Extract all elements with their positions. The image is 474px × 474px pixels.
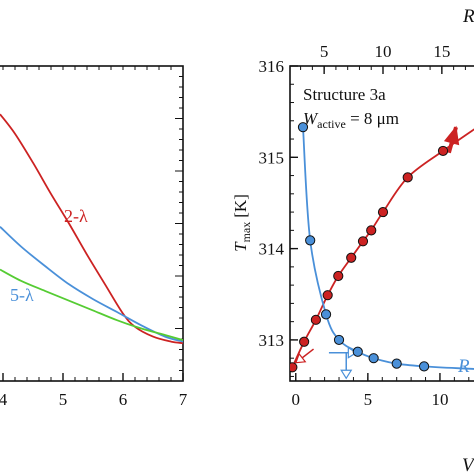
red-data-point — [377, 206, 389, 218]
blue-data-point — [305, 235, 316, 246]
width-annotation: Wactive = 8 μm — [303, 109, 399, 131]
bottom-axis-label-fragment: V — [462, 455, 474, 474]
left-series-line-3 — [0, 268, 183, 341]
blue-data-point — [297, 122, 309, 133]
left-curve-label: 2-λ — [64, 206, 88, 226]
right-y-tick-label: 313 — [259, 331, 285, 350]
red-data-point — [299, 336, 310, 347]
red-fit-curve — [291, 128, 474, 368]
red-data-point — [346, 252, 357, 263]
right-axis-ticks: 313 314 315 316 0 5 10 5 10 15 — [259, 42, 470, 409]
right-x-tick-label: 0 — [292, 390, 301, 409]
red-left-arrow-head — [294, 352, 307, 364]
y-axis-label: Tmax[K] — [231, 194, 253, 252]
red-data-point — [402, 172, 413, 183]
right-panel: 313 314 315 316 0 5 10 5 10 15 Tmax[K] Structure … — [231, 6, 474, 474]
blue-right-arrow-head — [347, 346, 358, 359]
red-data-point — [357, 236, 369, 247]
blue-data-point — [320, 309, 332, 320]
structure-annotation: Structure 3a — [303, 85, 386, 104]
right-y-tick-label: 315 — [259, 148, 285, 167]
left-series-line-1 — [0, 113, 183, 345]
left-panel: 4 5 6 7 2-λ 5-λ — [0, 65, 188, 409]
left-x-tick-label: 4 — [0, 390, 8, 409]
top-axis-label-fragment: R — [462, 6, 474, 27]
blue-data-point — [333, 334, 345, 346]
left-axis-ticks: 4 5 6 7 — [0, 66, 188, 409]
right-y-tick-label: 316 — [259, 57, 285, 76]
right-top-tick-label: 15 — [433, 42, 450, 61]
blue-data-point — [418, 361, 430, 372]
red-data-point — [310, 314, 321, 325]
right-y-tick-label: 314 — [259, 240, 285, 259]
blue-fit-curve — [302, 127, 474, 370]
left-x-tick-label: 6 — [119, 390, 128, 409]
right-top-tick-label: 10 — [375, 42, 392, 61]
right-x-tick-label: 5 — [364, 390, 373, 409]
red-data-point — [290, 362, 298, 373]
left-curve-label: 5-λ — [10, 285, 34, 305]
right-fit-curves — [291, 127, 474, 370]
red-data-point — [437, 145, 449, 157]
red-up-arrow-head — [443, 125, 460, 146]
blue-data-point — [391, 358, 402, 369]
curve-label-fragment: R — [457, 356, 470, 377]
left-series-lines — [0, 113, 183, 345]
left-x-tick-label: 5 — [59, 390, 68, 409]
right-top-tick-label: 5 — [320, 42, 329, 61]
blue-down-arrow-head — [340, 369, 353, 380]
red-data-point — [322, 290, 333, 301]
left-plot-frame — [0, 65, 184, 382]
red-data-point — [366, 225, 377, 236]
left-x-tick-label: 7 — [179, 390, 188, 409]
right-data-points — [290, 122, 449, 373]
right-x-tick-label: 10 — [431, 390, 448, 409]
red-data-point — [333, 270, 344, 282]
right-direction-arrows — [294, 125, 460, 380]
blue-data-point — [352, 346, 363, 357]
blue-data-point — [368, 353, 379, 364]
left-curve-labels: 2-λ 5-λ — [10, 206, 88, 305]
